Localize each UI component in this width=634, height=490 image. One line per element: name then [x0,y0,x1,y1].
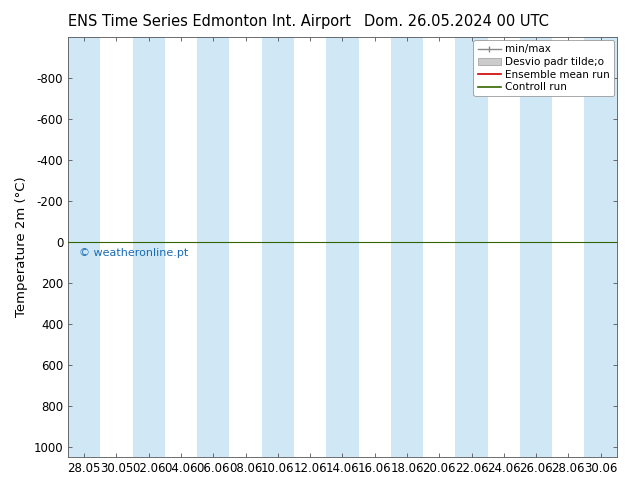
Bar [391,37,423,457]
Y-axis label: Temperature 2m (°C): Temperature 2m (°C) [15,177,28,318]
Bar [262,37,294,457]
Bar [585,37,617,457]
Bar [520,37,552,457]
Text: ENS Time Series Edmonton Int. Airport: ENS Time Series Edmonton Int. Airport [68,14,351,29]
Bar [68,37,100,457]
Legend: min/max, Desvio padr tilde;o, Ensemble mean run, Controll run: min/max, Desvio padr tilde;o, Ensemble m… [474,40,614,97]
Bar [455,37,488,457]
Bar [197,37,230,457]
Bar [327,37,359,457]
Text: © weatheronline.pt: © weatheronline.pt [79,248,188,258]
Bar [133,37,165,457]
Text: Dom. 26.05.2024 00 UTC: Dom. 26.05.2024 00 UTC [364,14,549,29]
